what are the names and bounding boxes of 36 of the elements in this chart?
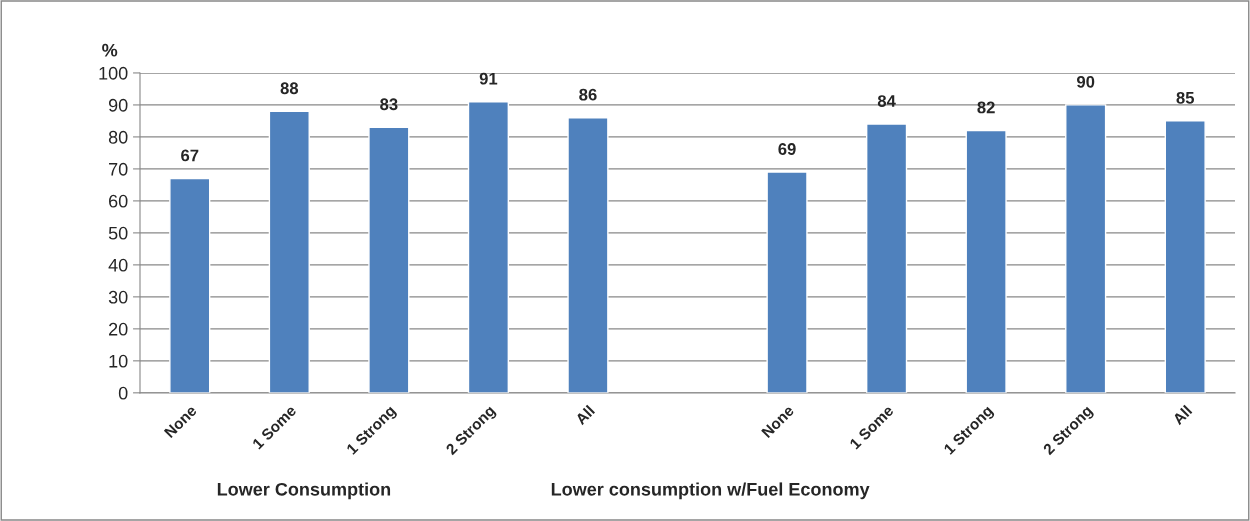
y-tick-label: 80 <box>108 130 128 144</box>
data-label: 83 <box>380 98 398 111</box>
y-tick-label: 20 <box>109 322 128 336</box>
y-tick-label: 0 <box>118 386 128 400</box>
y-tick-label: 50 <box>108 226 128 240</box>
bar <box>965 129 1007 393</box>
x-tick-label: All <box>1171 404 1193 426</box>
bar <box>268 110 310 393</box>
data-label: 69 <box>778 143 796 155</box>
y-axis-title: % <box>102 43 118 57</box>
x-tick-label: All <box>574 404 596 426</box>
data-label: 67 <box>181 149 199 162</box>
y-tick-label: 60 <box>109 194 128 208</box>
bar <box>169 177 211 393</box>
bar <box>467 101 510 393</box>
y-tick-label: 70 <box>109 162 128 176</box>
data-label: 84 <box>877 95 896 107</box>
y-tick-label: 40 <box>108 258 128 272</box>
data-label: 86 <box>579 88 597 101</box>
data-label: 85 <box>1176 91 1195 104</box>
y-tick-label: 10 <box>109 354 128 368</box>
data-label: 82 <box>977 101 995 114</box>
text: Lower Consumption <box>217 482 391 500</box>
y-tick-label: 90 <box>108 98 128 112</box>
data-label: 90 <box>1076 75 1095 88</box>
bar <box>368 126 410 393</box>
bar <box>1065 104 1107 393</box>
y-tick-label: 30 <box>108 290 128 304</box>
y-tick-label: 100 <box>99 66 128 80</box>
bar <box>1164 120 1206 393</box>
data-label: 88 <box>280 82 299 95</box>
bar <box>865 123 908 393</box>
data-label: 91 <box>479 72 498 85</box>
bar <box>567 117 609 393</box>
text: Lower consumption w/Fuel Economy <box>551 482 870 500</box>
bar <box>766 171 808 393</box>
